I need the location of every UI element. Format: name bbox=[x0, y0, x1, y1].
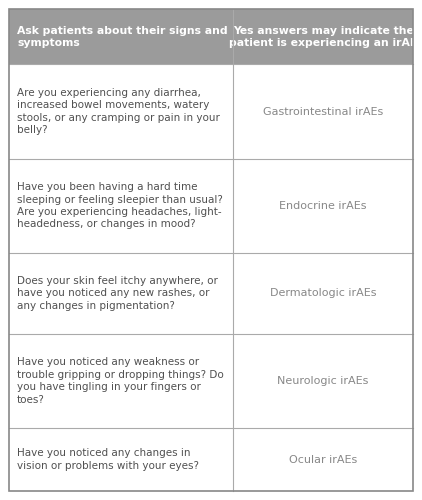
Text: Ask patients about their signs and
symptoms: Ask patients about their signs and sympt… bbox=[17, 26, 227, 48]
Text: Ocular irAEs: Ocular irAEs bbox=[289, 454, 357, 464]
Bar bbox=[233, 158, 413, 253]
Bar bbox=[9, 9, 233, 64]
Bar bbox=[9, 428, 233, 491]
Bar bbox=[9, 253, 233, 334]
Text: Have you noticed any changes in
vision or problems with your eyes?: Have you noticed any changes in vision o… bbox=[17, 448, 199, 471]
Text: Neurologic irAEs: Neurologic irAEs bbox=[277, 376, 369, 386]
Text: Dermatologic irAEs: Dermatologic irAEs bbox=[270, 288, 376, 298]
Text: Does your skin feel itchy anywhere, or
have you noticed any new rashes, or
any c: Does your skin feel itchy anywhere, or h… bbox=[17, 276, 218, 311]
Bar bbox=[233, 428, 413, 491]
Text: Yes answers may indicate the
patient is experiencing an irAE: Yes answers may indicate the patient is … bbox=[229, 26, 417, 48]
Bar bbox=[233, 334, 413, 428]
Text: Gastrointestinal irAEs: Gastrointestinal irAEs bbox=[263, 106, 383, 117]
Bar bbox=[233, 253, 413, 334]
Text: Endocrine irAEs: Endocrine irAEs bbox=[279, 200, 367, 210]
Bar bbox=[9, 64, 233, 158]
Bar bbox=[9, 158, 233, 253]
Text: Have you noticed any weakness or
trouble gripping or dropping things? Do
you hav: Have you noticed any weakness or trouble… bbox=[17, 358, 224, 405]
Bar bbox=[233, 64, 413, 158]
Text: Are you experiencing any diarrhea,
increased bowel movements, watery
stools, or : Are you experiencing any diarrhea, incre… bbox=[17, 88, 220, 135]
Bar bbox=[9, 334, 233, 428]
Text: Have you been having a hard time
sleeping or feeling sleepier than usual?
Are yo: Have you been having a hard time sleepin… bbox=[17, 182, 223, 230]
Bar bbox=[233, 9, 413, 64]
